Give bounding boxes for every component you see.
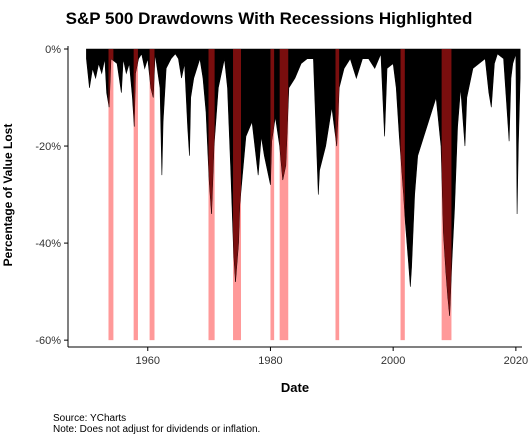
recession-band-5	[270, 49, 275, 341]
y-tick-label-2: -40%	[35, 238, 61, 250]
recession-band-6	[279, 49, 289, 341]
axes: 0% -20% -40% -60% 1960 1980 2000 2020	[35, 44, 528, 367]
y-tick-label-0: 0%	[45, 44, 61, 56]
x-tick-label-1: 1980	[258, 355, 282, 367]
recession-band-8	[400, 49, 405, 341]
y-tick-label-3: -60%	[35, 335, 61, 347]
source-caption: Source: YCharts	[53, 413, 127, 424]
y-tick-label-1: -20%	[35, 141, 61, 153]
recession-band-0	[108, 49, 114, 341]
chart-title: S&P 500 Drawdowns With Recessions Highli…	[66, 9, 473, 28]
x-tick-label-0: 1960	[136, 355, 160, 367]
x-axis-title: Date	[281, 380, 309, 395]
y-axis-title: Percentage of Value Lost	[1, 124, 15, 267]
note-caption: Note: Does not adjust for dividends or i…	[53, 424, 261, 435]
x-tick-label-3: 2020	[504, 355, 528, 367]
recession-band-2	[149, 49, 155, 341]
x-tick-label-2: 2000	[381, 355, 405, 367]
drawdown-area	[86, 48, 521, 316]
drawdown-area-layer	[86, 48, 521, 316]
recession-band-7	[335, 49, 340, 341]
recession-band-1	[133, 49, 138, 341]
